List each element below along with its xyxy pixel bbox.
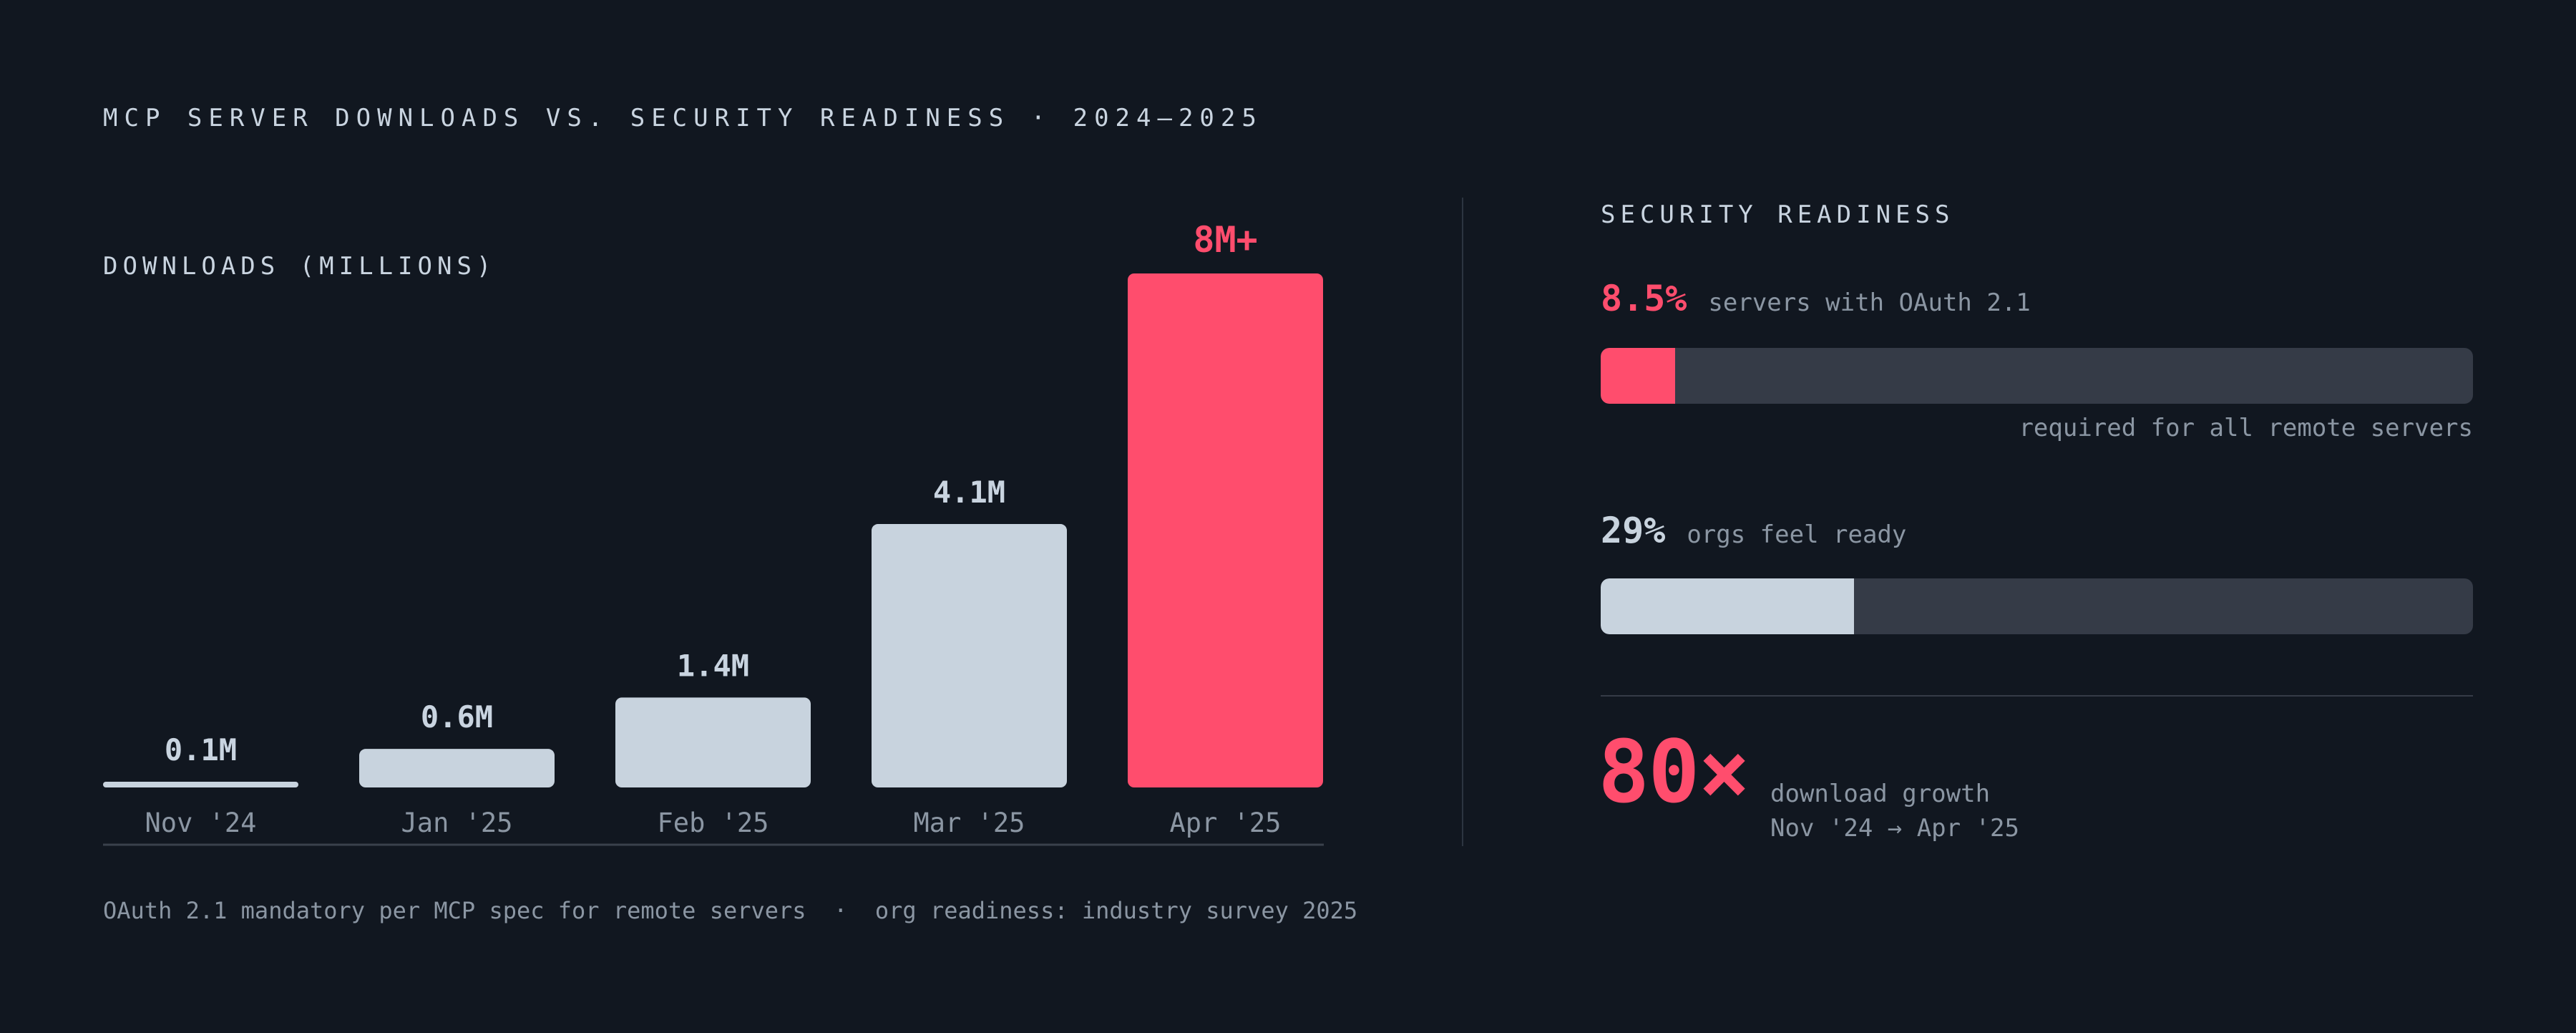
bar-value-label-3: 4.1M [933,475,1005,510]
category-label-4: Apr '25 [1170,808,1282,838]
oauth-description: servers with OAuth 2.1 [1708,288,2031,317]
bar-value-label-0: 0.1M [165,732,237,767]
downloads-bar-chart: DOWNLOADS (MILLIONS) 0.1M Nov '24 0.6M Jan … [103,219,1324,846]
bar-value-label-4: 8M+ [1193,219,1257,261]
bar-value-label-1: 0.6M [421,699,493,734]
oauth-percent: 8.5% [1601,278,1687,319]
oauth-note: required for all remote servers [2019,414,2473,442]
growth-divider [1601,695,2473,697]
security-title: SECURITY READINESS [1601,200,1955,229]
growth-multiplier: 80× [1598,723,1750,823]
oauth-progress-fill [1601,348,1675,404]
org-readiness-description: orgs feel ready [1687,520,1907,549]
org-readiness-progress-track [1601,578,2473,634]
y-axis-label: DOWNLOADS (MILLIONS) [103,252,496,281]
org-readiness-metric: 29% orgs feel ready [1601,510,1906,551]
org-readiness-percent: 29% [1601,510,1666,551]
growth-line-2: Nov '24 → Apr '25 [1770,814,2019,843]
category-label-2: Feb '25 [658,808,769,838]
category-label-0: Nov '24 [145,808,257,838]
bar-value-label-2: 1.4M [677,648,749,683]
bar-4 [1128,273,1323,787]
bar-1 [359,749,555,787]
category-label-1: Jan '25 [401,808,513,838]
category-label-3: Mar '25 [914,808,1025,838]
bar-0 [103,782,298,787]
section-divider [1462,198,1463,846]
bar-2 [615,697,811,787]
bar-3 [872,524,1067,787]
oauth-progress-track [1601,348,2473,404]
bars-group: 0.1M Nov '24 0.6M Jan '25 1.4M Feb '25 4.1M Mar… [103,219,1323,838]
oauth-metric: 8.5% servers with OAuth 2.1 [1601,278,2031,319]
growth-description: download growth Nov '24 → Apr '25 [1770,777,2019,845]
chart-title: MCP SERVER DOWNLOADS VS. SECURITY READIN… [103,104,1263,132]
growth-line-1: download growth [1770,780,1991,808]
org-readiness-progress-fill [1601,578,1854,634]
footnote: OAuth 2.1 mandatory per MCP spec for rem… [103,897,1358,924]
